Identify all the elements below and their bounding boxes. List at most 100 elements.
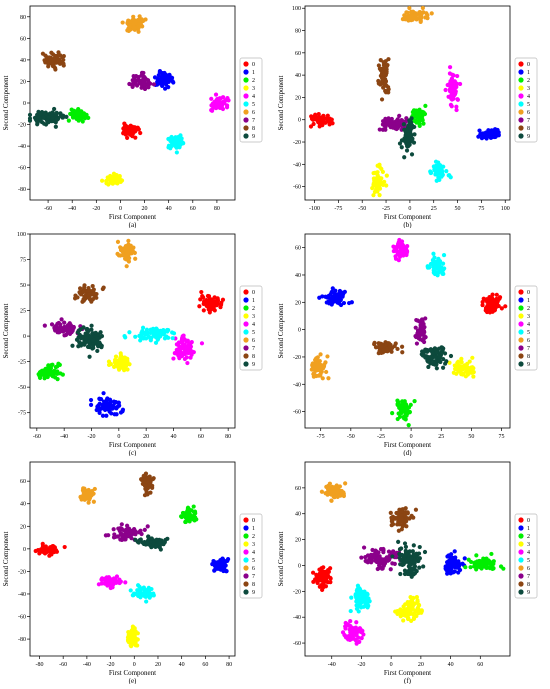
cluster-4 [171, 333, 205, 366]
y-tick-label: 0 [298, 328, 301, 334]
cluster-6 [115, 238, 138, 269]
legend-label-7: 7 [527, 574, 530, 580]
legend-marker-5 [518, 557, 524, 563]
point-class-8 [372, 342, 377, 347]
point-class-9 [428, 355, 433, 360]
legend-box [239, 57, 263, 143]
legend: 0 1 2 3 4 5 6 7 8 9 [514, 57, 538, 143]
point-class-2 [414, 110, 420, 116]
point-class-7 [393, 125, 398, 130]
y-tick-label: -75 [18, 411, 26, 417]
point-class-5 [434, 178, 439, 183]
legend-label-8: 8 [527, 126, 530, 132]
point-class-6 [78, 495, 83, 500]
point-class-0 [317, 121, 323, 126]
legend-label-6: 6 [527, 110, 530, 116]
point-class-1 [100, 406, 106, 411]
cluster-7 [127, 70, 157, 92]
point-class-8 [381, 60, 386, 65]
point-class-4 [405, 244, 410, 249]
point-class-8 [49, 50, 54, 55]
point-class-9 [437, 354, 442, 359]
point-class-6 [123, 256, 128, 261]
point-class-7 [132, 531, 137, 536]
point-class-5 [122, 333, 127, 339]
point-class-5 [440, 269, 445, 274]
point-class-7 [134, 83, 140, 88]
point-class-9 [397, 141, 403, 146]
point-class-4 [357, 639, 362, 644]
point-class-8 [47, 56, 52, 61]
point-class-9 [41, 115, 46, 120]
legend-label-6: 6 [527, 566, 530, 572]
point-class-1 [327, 298, 333, 304]
point-class-3 [414, 613, 419, 619]
point-class-2 [484, 556, 489, 561]
point-class-2 [43, 366, 48, 371]
x-tick-label: -20 [357, 662, 365, 668]
point-class-2 [46, 363, 51, 368]
point-class-0 [136, 127, 141, 132]
point-class-4 [351, 636, 356, 641]
point-class-6 [133, 256, 138, 261]
point-class-6 [339, 489, 344, 494]
point-class-3 [416, 602, 422, 608]
point-class-6 [127, 19, 133, 24]
point-class-1 [490, 131, 496, 136]
x-tick-label: 80 [226, 662, 232, 668]
point-class-1 [105, 396, 110, 401]
panel-caption: (c) [129, 449, 137, 456]
point-class-0 [220, 297, 226, 302]
point-class-1 [225, 556, 231, 562]
point-class-4 [104, 581, 109, 586]
point-class-7 [419, 323, 425, 328]
x-tick-label: -20 [107, 662, 115, 668]
y-tick-label: 50 [20, 283, 26, 289]
y-tick-label: -25 [18, 360, 26, 366]
point-class-5 [425, 265, 431, 270]
point-class-1 [108, 406, 113, 411]
point-class-6 [143, 17, 148, 22]
legend-label-7: 7 [252, 574, 255, 580]
point-class-9 [162, 540, 167, 545]
point-class-2 [76, 111, 81, 116]
point-class-8 [89, 299, 94, 304]
point-class-4 [447, 65, 453, 70]
point-class-8 [87, 292, 92, 297]
point-class-0 [201, 308, 206, 313]
point-class-7 [146, 82, 151, 88]
point-class-9 [91, 337, 96, 343]
point-class-2 [53, 365, 58, 370]
point-class-6 [125, 28, 130, 33]
x-tick-label: -80 [35, 662, 43, 668]
point-class-6 [329, 498, 334, 503]
point-class-1 [443, 566, 448, 571]
point-class-2 [192, 509, 198, 514]
point-class-1 [332, 295, 337, 300]
point-class-3 [126, 640, 131, 645]
point-class-9 [405, 571, 410, 577]
point-class-7 [42, 323, 47, 328]
point-class-9 [412, 564, 418, 569]
point-class-5 [140, 329, 145, 334]
legend-label-5: 5 [252, 558, 255, 564]
x-tick-label: 100 [501, 206, 510, 212]
x-tick-label: -75 [317, 434, 325, 440]
point-class-1 [171, 80, 176, 85]
legend-marker-9 [518, 589, 524, 595]
legend-box [514, 285, 538, 371]
legend-label-9: 9 [252, 134, 255, 140]
point-class-9 [431, 360, 437, 365]
point-class-9 [146, 534, 151, 539]
x-tick-label: 75 [499, 434, 505, 440]
y-tick-label: 60 [295, 51, 301, 57]
point-class-7 [361, 545, 367, 550]
point-class-1 [164, 74, 169, 79]
x-tick-label: 50 [468, 434, 474, 440]
point-class-6 [315, 363, 320, 369]
point-class-0 [308, 124, 314, 129]
cluster-1 [476, 127, 501, 141]
point-class-0 [320, 573, 326, 579]
legend-label-9: 9 [527, 362, 530, 368]
point-class-5 [440, 261, 446, 266]
